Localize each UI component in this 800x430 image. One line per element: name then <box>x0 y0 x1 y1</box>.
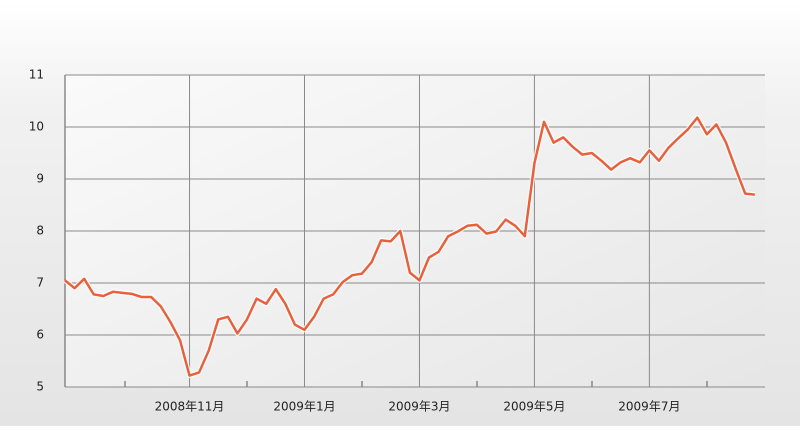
data-line <box>64 116 755 377</box>
y-tick-label: 10 <box>29 120 44 134</box>
y-tick-label: 6 <box>36 328 44 342</box>
x-tick-label: 2009年1月 <box>273 400 335 414</box>
y-tick-label: 5 <box>36 380 44 394</box>
y-tick-label: 7 <box>36 276 44 290</box>
x-tick-label: 2009年7月 <box>618 400 680 414</box>
y-tick-label: 11 <box>29 68 44 82</box>
x-tick-label: 2009年5月 <box>503 400 565 414</box>
y-tick-label: 9 <box>36 172 44 186</box>
x-tick-label: 2008年11月 <box>155 400 225 414</box>
x-tick-label: 2009年3月 <box>388 400 450 414</box>
minor-ticks <box>124 381 708 387</box>
y-tick-label: 8 <box>36 224 44 238</box>
